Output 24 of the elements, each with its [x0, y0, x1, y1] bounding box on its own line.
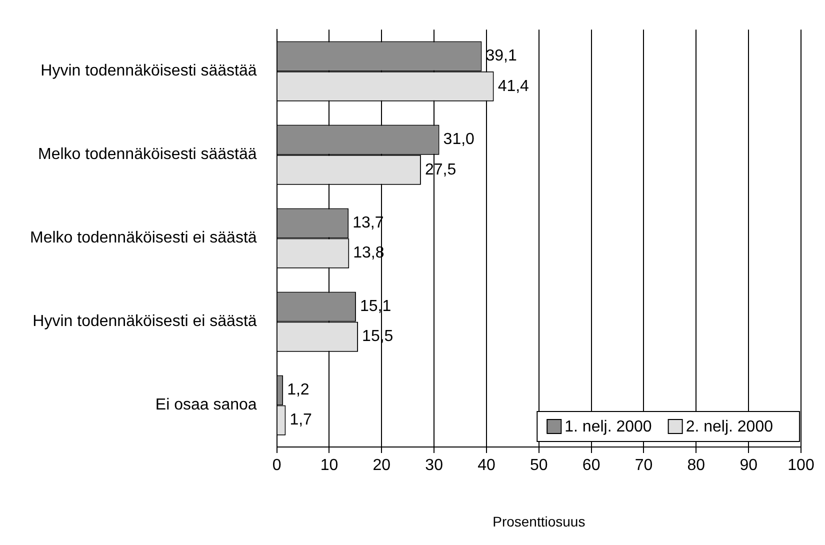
x-axis-title: Prosenttiosuus — [492, 513, 586, 530]
legend-label: 1. nelj. 2000 — [564, 418, 652, 436]
y-tick-label: Melko todennäköisesti säästää — [38, 146, 257, 164]
x-tick-label: 80 — [687, 457, 706, 474]
data-label: 31,0 — [443, 131, 475, 148]
data-label: 39,1 — [486, 48, 517, 65]
data-label: 1,2 — [287, 382, 310, 399]
x-tick-label: 50 — [530, 457, 548, 474]
x-tick-label: 40 — [478, 457, 496, 474]
y-tick-label: Hyvin todennäköisesti ei säästä — [32, 313, 257, 330]
x-tick-label: 20 — [372, 457, 391, 474]
y-tick-label: Melko todennäköisesti ei säästä — [30, 230, 257, 247]
x-tick-label: 30 — [425, 457, 444, 474]
data-label: 41,4 — [498, 78, 530, 95]
legend-label: 2. nelj. 2000 — [686, 418, 774, 436]
y-tick-label: Hyvin todennäköisesti säästää — [40, 62, 257, 80]
x-tick-label: 70 — [634, 457, 653, 474]
data-label: 1,7 — [290, 412, 312, 429]
x-tick-label: 60 — [582, 457, 600, 474]
x-tick-label: 0 — [272, 457, 282, 474]
x-tick-label: 90 — [740, 457, 758, 474]
x-tick-label: 100 — [788, 457, 814, 474]
y-tick-label: Ei osaa sanoa — [155, 396, 257, 414]
x-tick-label: 10 — [320, 457, 338, 474]
